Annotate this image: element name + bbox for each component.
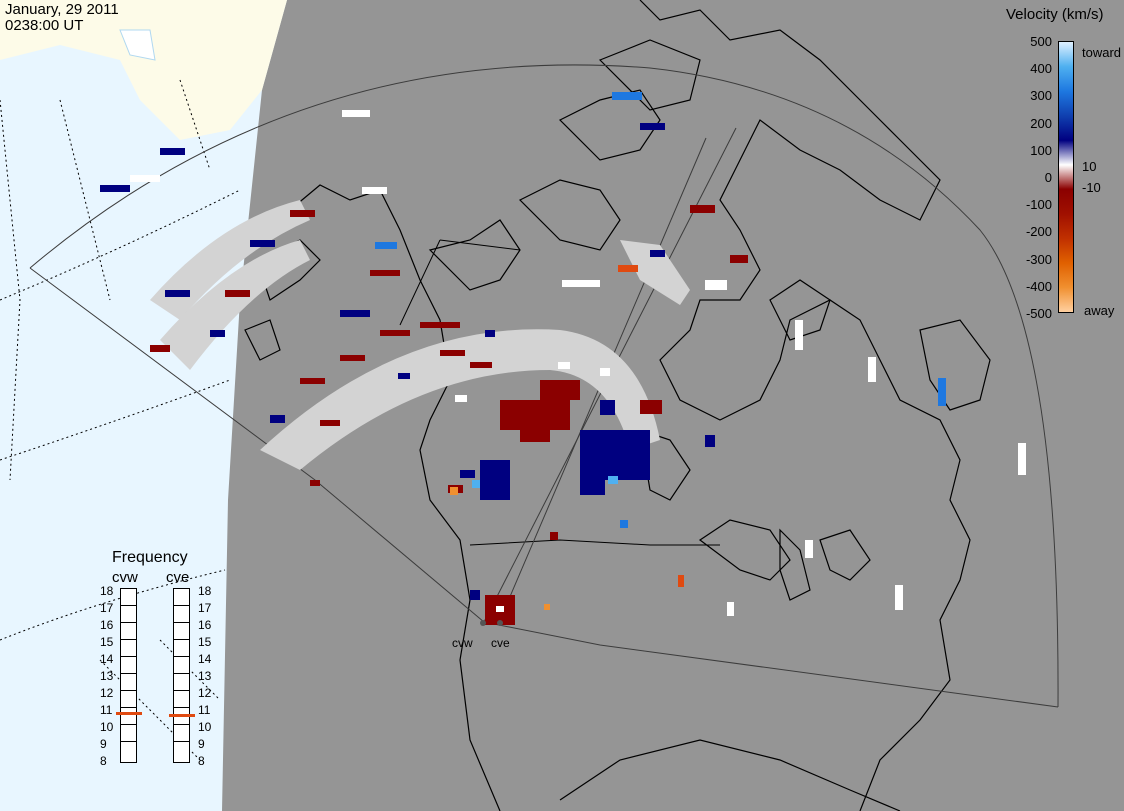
frequency-column-cve	[173, 588, 190, 763]
frequency-tick-left: 14	[100, 652, 114, 666]
velocity-tick: 400	[1030, 61, 1052, 77]
frequency-tick-left: 10	[100, 720, 114, 734]
velocity-tick: -500	[1025, 306, 1052, 321]
station-label-cvw: cvw	[452, 636, 473, 650]
velocity-tick: -10	[1082, 179, 1101, 195]
velocity-tick: -300	[1025, 251, 1052, 267]
station-label-cve: cve	[491, 636, 510, 650]
frequency-tick-right: 18	[198, 584, 212, 598]
frequency-cell	[121, 673, 136, 689]
frequency-tick-right: 14	[198, 652, 212, 666]
frequency-cell	[121, 639, 136, 655]
frequency-cell	[121, 724, 136, 740]
frequency-cell	[121, 622, 136, 638]
frequency-tick-left: 18	[100, 584, 114, 598]
frequency-tick-left: 17	[100, 601, 114, 615]
frequency-cell	[174, 741, 189, 757]
frequency-tick-right: 11	[198, 703, 211, 717]
station-marker-cvw	[480, 620, 486, 626]
velocity-tick: 200	[1030, 115, 1052, 131]
velocity-scale-title: Velocity (km/s)	[1006, 6, 1104, 23]
frequency-cell	[174, 707, 189, 723]
frequency-tick-right: 10	[198, 720, 212, 734]
frequency-cell	[121, 605, 136, 621]
velocity-tick: -400	[1025, 278, 1052, 294]
frequency-tick-right: 8	[198, 754, 205, 768]
frequency-cell	[174, 605, 189, 621]
frequency-cell	[121, 707, 136, 723]
frequency-tick-left: 8	[100, 754, 107, 768]
toward-label: toward	[1082, 45, 1122, 60]
frequency-cell	[174, 690, 189, 706]
frequency-cell	[121, 690, 136, 706]
frequency-label-cvw: cvw	[112, 569, 138, 586]
away-label: away	[1084, 303, 1115, 318]
frequency-tick-left: 15	[100, 635, 114, 649]
land-region	[0, 0, 287, 140]
frequency-tick-right: 9	[198, 737, 205, 751]
velocity-cells	[100, 92, 1026, 625]
frequency-marker	[169, 714, 195, 718]
velocity-tick: -200	[1025, 224, 1052, 240]
frequency-tick-left: 12	[100, 686, 114, 700]
frequency-cell	[174, 639, 189, 655]
time-label: 0238:00 UT	[5, 17, 84, 34]
boundaries	[399, 239, 720, 546]
station-marker-cve	[497, 620, 503, 626]
frequency-tick-right: 16	[198, 618, 212, 632]
island-shape	[119, 29, 156, 61]
frequency-tick-right: 13	[198, 669, 212, 683]
frequency-cell	[174, 673, 189, 689]
frequency-cell	[121, 741, 136, 757]
velocity-tick: 0	[1044, 170, 1052, 185]
velocity-tick: -100	[1025, 197, 1052, 213]
frequency-cell	[174, 656, 189, 672]
frequency-cell	[121, 656, 136, 672]
velocity-tick: 500	[1030, 34, 1052, 49]
velocity-colorbar	[1058, 41, 1074, 313]
frequency-cell	[174, 724, 189, 740]
frequency-tick-left: 9	[100, 737, 107, 751]
graticule	[0, 79, 241, 761]
frequency-marker	[116, 712, 142, 716]
velocity-tick: 100	[1030, 142, 1052, 158]
frequency-tick-right: 17	[198, 601, 212, 615]
frequency-column-cvw	[120, 588, 137, 763]
frequency-label-cve: cve	[166, 569, 190, 586]
frequency-cell	[174, 622, 189, 638]
frequency-tick-left: 11	[100, 703, 113, 717]
velocity-tick: 10	[1082, 159, 1097, 175]
frequency-tick-right: 12	[198, 686, 212, 700]
date-label: January, 29 2011	[5, 1, 119, 18]
velocity-tick: 300	[1030, 88, 1052, 104]
frequency-tick-left: 13	[100, 669, 114, 683]
frequency-tick-right: 15	[198, 635, 212, 649]
frequency-tick-left: 16	[100, 618, 114, 632]
frequency-title: Frequency	[112, 549, 188, 566]
